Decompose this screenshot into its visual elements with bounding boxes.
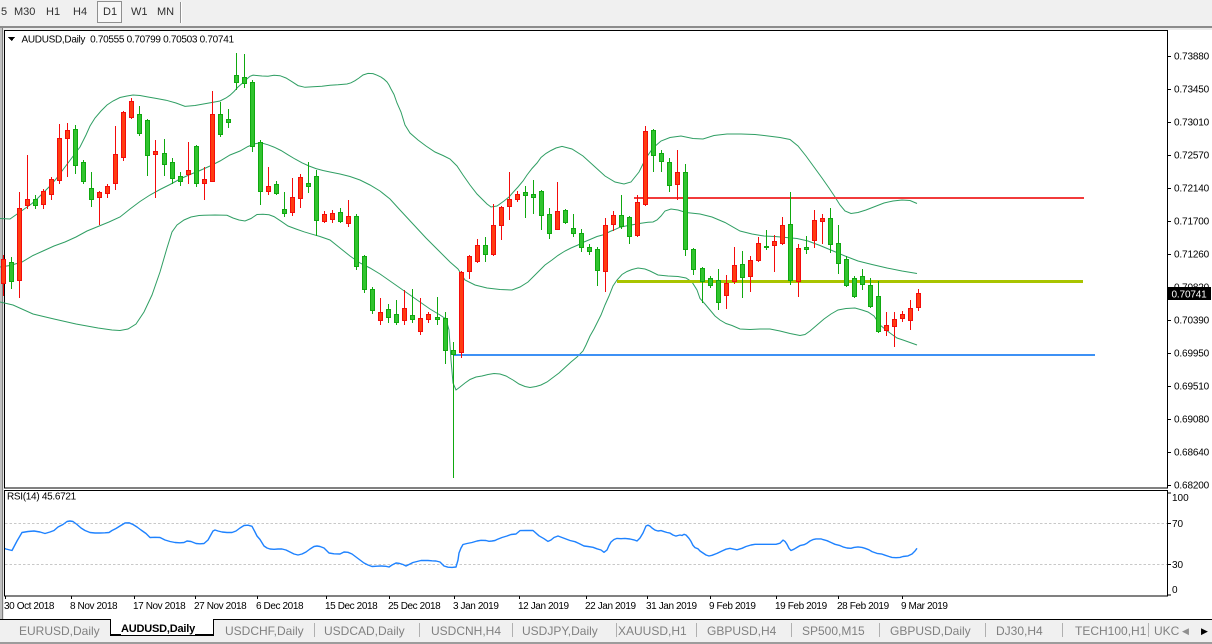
svg-text:28 Feb 2019: 28 Feb 2019 xyxy=(837,601,890,612)
svg-text:0.70390: 0.70390 xyxy=(1174,316,1210,327)
svg-text:70: 70 xyxy=(1172,519,1184,530)
svg-text:0.69080: 0.69080 xyxy=(1174,415,1210,426)
svg-text:9 Mar 2019: 9 Mar 2019 xyxy=(901,601,948,612)
svg-text:15 Dec 2018: 15 Dec 2018 xyxy=(325,601,378,612)
svg-text:100: 100 xyxy=(1172,493,1189,504)
svg-text:0: 0 xyxy=(1172,585,1178,596)
svg-text:22 Jan 2019: 22 Jan 2019 xyxy=(585,601,636,612)
svg-text:30: 30 xyxy=(1172,560,1184,571)
svg-text:0.73010: 0.73010 xyxy=(1174,118,1210,129)
svg-text:0.72140: 0.72140 xyxy=(1174,184,1210,195)
svg-text:30 Oct 2018: 30 Oct 2018 xyxy=(4,601,55,612)
svg-text:0.73450: 0.73450 xyxy=(1174,85,1210,96)
svg-text:17 Nov 2018: 17 Nov 2018 xyxy=(133,601,186,612)
svg-text:0.69510: 0.69510 xyxy=(1174,382,1210,393)
svg-text:6 Dec 2018: 6 Dec 2018 xyxy=(256,601,304,612)
svg-text:RSI(14) 45.6721: RSI(14) 45.6721 xyxy=(7,492,77,503)
svg-text:25 Dec 2018: 25 Dec 2018 xyxy=(388,601,441,612)
svg-text:12 Jan 2019: 12 Jan 2019 xyxy=(518,601,569,612)
svg-text:27 Nov 2018: 27 Nov 2018 xyxy=(194,601,247,612)
svg-text:0.69950: 0.69950 xyxy=(1174,349,1210,360)
svg-text:0.70741: 0.70741 xyxy=(1172,290,1208,301)
svg-text:31 Jan 2019: 31 Jan 2019 xyxy=(646,601,697,612)
svg-text:0.73880: 0.73880 xyxy=(1174,52,1210,63)
svg-text:0.68200: 0.68200 xyxy=(1174,481,1210,492)
svg-text:0.68640: 0.68640 xyxy=(1174,448,1210,459)
svg-text:AUDUSD,Daily 0.70555 0.70799: AUDUSD,Daily 0.70555 0.70799 0.70503 0.7… xyxy=(22,35,235,46)
svg-text:3 Jan 2019: 3 Jan 2019 xyxy=(453,601,499,612)
svg-text:8 Nov 2018: 8 Nov 2018 xyxy=(70,601,118,612)
svg-text:9 Feb 2019: 9 Feb 2019 xyxy=(709,601,756,612)
svg-text:0.72570: 0.72570 xyxy=(1174,151,1210,162)
svg-text:19 Feb 2019: 19 Feb 2019 xyxy=(775,601,828,612)
svg-text:0.71260: 0.71260 xyxy=(1174,250,1210,261)
svg-text:0.71700: 0.71700 xyxy=(1174,217,1210,228)
